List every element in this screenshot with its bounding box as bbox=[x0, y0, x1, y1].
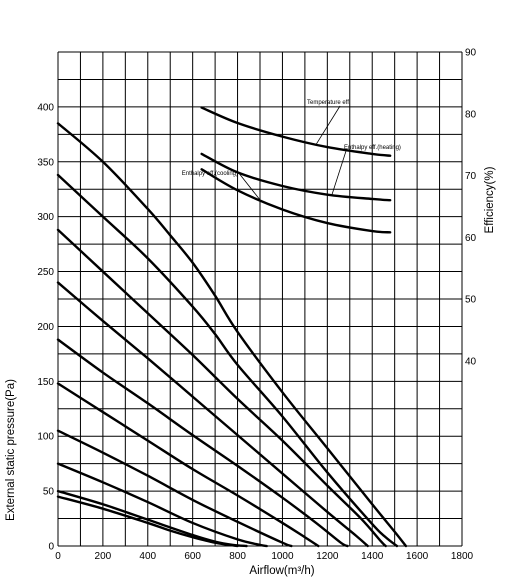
annotation-enthalpy-eff-heating: Enthalpy eff.(heating) bbox=[344, 145, 401, 151]
x-tick-label: 1600 bbox=[406, 551, 429, 562]
x-tick-label: 400 bbox=[139, 551, 156, 562]
pressure-curve-9 bbox=[56, 173, 399, 548]
efficiency-curve-enthalpy-eff-heating bbox=[200, 152, 392, 202]
x-tick-label: 1200 bbox=[316, 551, 339, 562]
y2-tick-label: 70 bbox=[465, 171, 477, 182]
y2-tick-label: 50 bbox=[465, 295, 477, 306]
y-tick-label: 250 bbox=[37, 267, 54, 278]
y-tick-label: 50 bbox=[43, 487, 55, 498]
x-tick-label: 600 bbox=[184, 551, 201, 562]
y2-tick-label: 60 bbox=[465, 233, 477, 244]
annotation-leader bbox=[237, 171, 261, 201]
curves bbox=[56, 106, 408, 548]
pressure-curve-7 bbox=[56, 281, 369, 548]
x-tick-label: 1800 bbox=[451, 551, 474, 562]
tick-labels: 0 200 400 600 800 1000 1200 1400 1600 1800 0 50 100 1… bbox=[37, 48, 476, 563]
pressure-curve-10 bbox=[56, 122, 408, 548]
pressure-curve-4 bbox=[56, 429, 293, 548]
y2-tick-label: 90 bbox=[465, 48, 477, 59]
annotation-leader bbox=[315, 105, 341, 145]
grid bbox=[57, 51, 463, 547]
y-tick-label: 150 bbox=[37, 377, 54, 388]
x-tick-label: 1000 bbox=[271, 551, 294, 562]
x-tick-label: 0 bbox=[55, 551, 61, 562]
annotation-leader bbox=[331, 150, 347, 196]
annotation-enthalpy-eff-cooling: Enthalpy eff.(cooling) bbox=[182, 171, 238, 177]
efficiency-curve-enthalpy-eff-cooling bbox=[200, 168, 392, 234]
pressure-curve-6 bbox=[56, 338, 349, 548]
y2-tick-label: 80 bbox=[465, 109, 477, 120]
y-axis-left-label: External static pressure(Pa) bbox=[5, 379, 17, 521]
pressure-curve-8 bbox=[56, 228, 387, 548]
pressure-curve-3 bbox=[56, 462, 268, 548]
x-tick-label: 1400 bbox=[361, 551, 384, 562]
y2-tick-label: 40 bbox=[465, 356, 477, 367]
pressure-curve-5 bbox=[56, 382, 320, 548]
efficiency-curve-temperature-eff bbox=[200, 106, 392, 157]
y-tick-label: 300 bbox=[37, 212, 54, 223]
pressure-curve-2 bbox=[56, 489, 248, 548]
y-tick-label: 100 bbox=[37, 432, 54, 443]
x-tick-label: 200 bbox=[95, 551, 112, 562]
annotation-temperature-eff: Temperature eff. bbox=[307, 100, 351, 106]
y-tick-label: 0 bbox=[48, 542, 54, 553]
annotations: Temperature eff. Enthalpy eff.(heating) En… bbox=[182, 100, 401, 201]
y-tick-label: 350 bbox=[37, 157, 54, 168]
y-tick-label: 400 bbox=[37, 102, 54, 113]
x-tick-label: 800 bbox=[229, 551, 246, 562]
y-tick-label: 200 bbox=[37, 322, 54, 333]
y-axis-right-label: Efficiency(%) bbox=[484, 166, 496, 233]
x-axis-label: Airflow(m³/h) bbox=[249, 565, 314, 577]
